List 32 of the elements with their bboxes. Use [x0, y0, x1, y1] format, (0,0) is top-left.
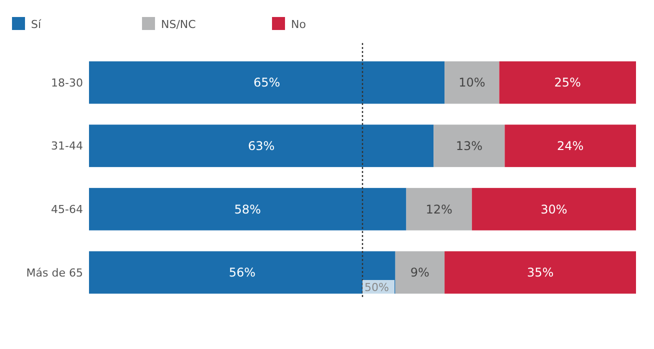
- bar: [89, 251, 396, 294]
- data-label: 30%: [540, 202, 568, 216]
- data-label: 12%: [426, 202, 452, 216]
- data-label: 63%: [248, 139, 275, 154]
- data-label: 58%: [234, 202, 261, 216]
- ref-line-label: 50%: [364, 281, 389, 294]
- bar: [504, 124, 636, 168]
- y-tick-label: 31-44: [51, 140, 83, 153]
- data-label: 65%: [253, 76, 280, 90]
- bar: [395, 251, 445, 294]
- data-label: 56%: [228, 266, 256, 280]
- bar: [472, 188, 636, 230]
- bar: [499, 61, 636, 104]
- data-label: 10%: [458, 76, 486, 90]
- bar: [89, 61, 445, 104]
- bar: [89, 188, 406, 230]
- y-tick-label: 45-64: [51, 203, 83, 216]
- bar: [406, 188, 472, 230]
- data-label: 13%: [456, 139, 482, 154]
- bar: [434, 124, 505, 168]
- bar: [89, 124, 434, 168]
- data-label: 24%: [557, 139, 584, 154]
- y-tick-label: 18-30: [51, 76, 83, 90]
- data-label: 35%: [526, 266, 554, 280]
- bar: [444, 61, 500, 104]
- legend-label: No: [291, 18, 306, 31]
- data-label: 9%: [410, 266, 430, 280]
- legend-label: Sí: [31, 18, 42, 31]
- data-label: 25%: [554, 76, 581, 90]
- y-tick-label: Más de 65: [26, 266, 83, 280]
- bar: [444, 251, 636, 294]
- legend-label: NS/NC: [161, 18, 196, 31]
